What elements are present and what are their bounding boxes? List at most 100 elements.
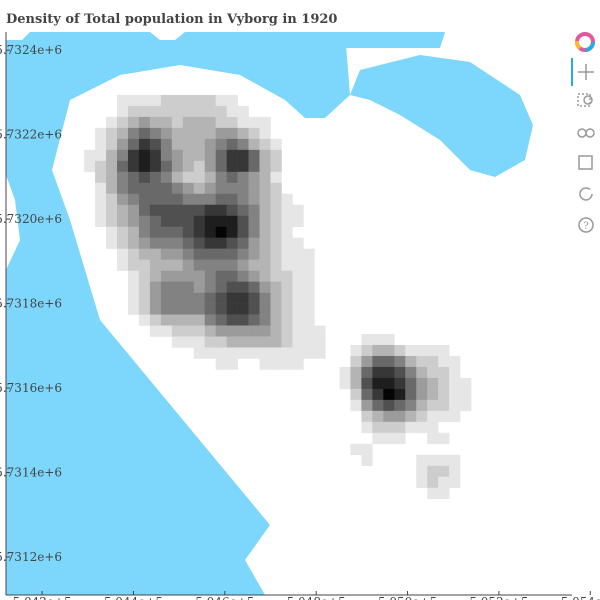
density-cell [460, 477, 471, 488]
density-cell [160, 259, 173, 271]
density-cell [372, 421, 384, 434]
density-cell [171, 215, 184, 228]
density-cell [259, 314, 271, 326]
density-cell [394, 488, 405, 499]
density-cell [226, 182, 238, 195]
density-cell [383, 344, 395, 357]
density-cell [350, 334, 361, 345]
density-cell [117, 271, 128, 282]
density-cell [405, 477, 416, 488]
density-cell [138, 193, 151, 206]
density-cell [460, 334, 471, 345]
density-cell [171, 259, 184, 271]
density-cell [339, 444, 350, 455]
density-cell [383, 366, 395, 379]
density-cell [405, 344, 417, 357]
density-cell [405, 334, 416, 345]
density-cell [95, 127, 107, 140]
density-cell [117, 259, 129, 271]
density-cell [106, 304, 117, 315]
density-cell [106, 171, 118, 184]
density-cell [270, 193, 282, 206]
density-cell [270, 171, 282, 184]
density-cell [361, 333, 373, 346]
density-cell [160, 281, 173, 293]
density-cell [372, 377, 384, 390]
density-cell [215, 358, 227, 370]
density-cell [449, 334, 460, 345]
density-cell [270, 95, 281, 106]
density-cell [281, 183, 292, 194]
density-cell [160, 204, 173, 217]
density-cell [182, 281, 195, 293]
save-tool[interactable] [578, 155, 593, 170]
box-zoom-tool[interactable] [577, 93, 593, 107]
density-cell [281, 281, 293, 293]
density-cell [303, 161, 314, 172]
density-cell [138, 94, 151, 107]
wheel-zoom-tool[interactable] [577, 128, 595, 138]
density-cell [117, 282, 128, 293]
density-cell [292, 161, 303, 172]
help-tool[interactable]: ? [578, 217, 594, 233]
density-cell [150, 337, 161, 348]
density-cell [372, 466, 383, 477]
density-cell [281, 314, 293, 326]
density-cell [138, 138, 151, 151]
density-cell [394, 455, 405, 466]
density-cell [270, 336, 282, 348]
density-cell [160, 314, 173, 326]
density-cell [416, 476, 428, 489]
density-cell [361, 377, 373, 390]
density-cell [248, 226, 260, 238]
water [6, 32, 350, 595]
density-cell [405, 488, 416, 499]
density-cell [226, 94, 238, 107]
density-cell [350, 477, 361, 488]
density-cell [303, 358, 314, 369]
reset-tool[interactable] [579, 187, 593, 201]
density-cell [171, 325, 184, 337]
density-cell [438, 399, 450, 412]
density-cell [193, 336, 206, 348]
density-cell [259, 215, 271, 228]
density-cell [303, 248, 315, 260]
density-cell [361, 355, 373, 368]
x-tick-label: 5.044e+5 [104, 595, 163, 600]
density-cell [127, 226, 140, 238]
density-cell [226, 127, 238, 140]
density-cell [138, 314, 151, 326]
density-cell [117, 326, 128, 337]
density-cell [438, 410, 450, 423]
density-cell [95, 304, 106, 315]
density-cell [361, 443, 373, 456]
density-cell [292, 128, 303, 139]
density-cell [204, 237, 216, 249]
density-cell [84, 128, 95, 139]
density-cell [84, 260, 95, 271]
pan-tool[interactable] [578, 64, 594, 80]
density-cell [281, 193, 293, 206]
density-cell [106, 160, 118, 173]
density-cell [303, 314, 315, 326]
density-cell [160, 127, 173, 140]
density-cell [416, 465, 428, 478]
density-cell [292, 347, 304, 359]
density-cell [394, 377, 406, 390]
density-cell [281, 325, 293, 337]
density-cell [117, 248, 129, 260]
density-cell [95, 193, 107, 206]
chart-title: Density of Total population in Vyborg in… [6, 12, 337, 27]
density-cell [281, 150, 292, 161]
density-cell [84, 106, 95, 117]
density-cell [248, 347, 260, 359]
density-cell [149, 160, 162, 173]
density-cell [204, 149, 216, 162]
density-cell [149, 237, 162, 249]
density-cell [160, 94, 173, 107]
density-cell [106, 260, 117, 271]
density-cell [95, 326, 106, 337]
density-cell [405, 444, 416, 455]
density-cell [248, 314, 260, 326]
density-cell [226, 259, 238, 271]
